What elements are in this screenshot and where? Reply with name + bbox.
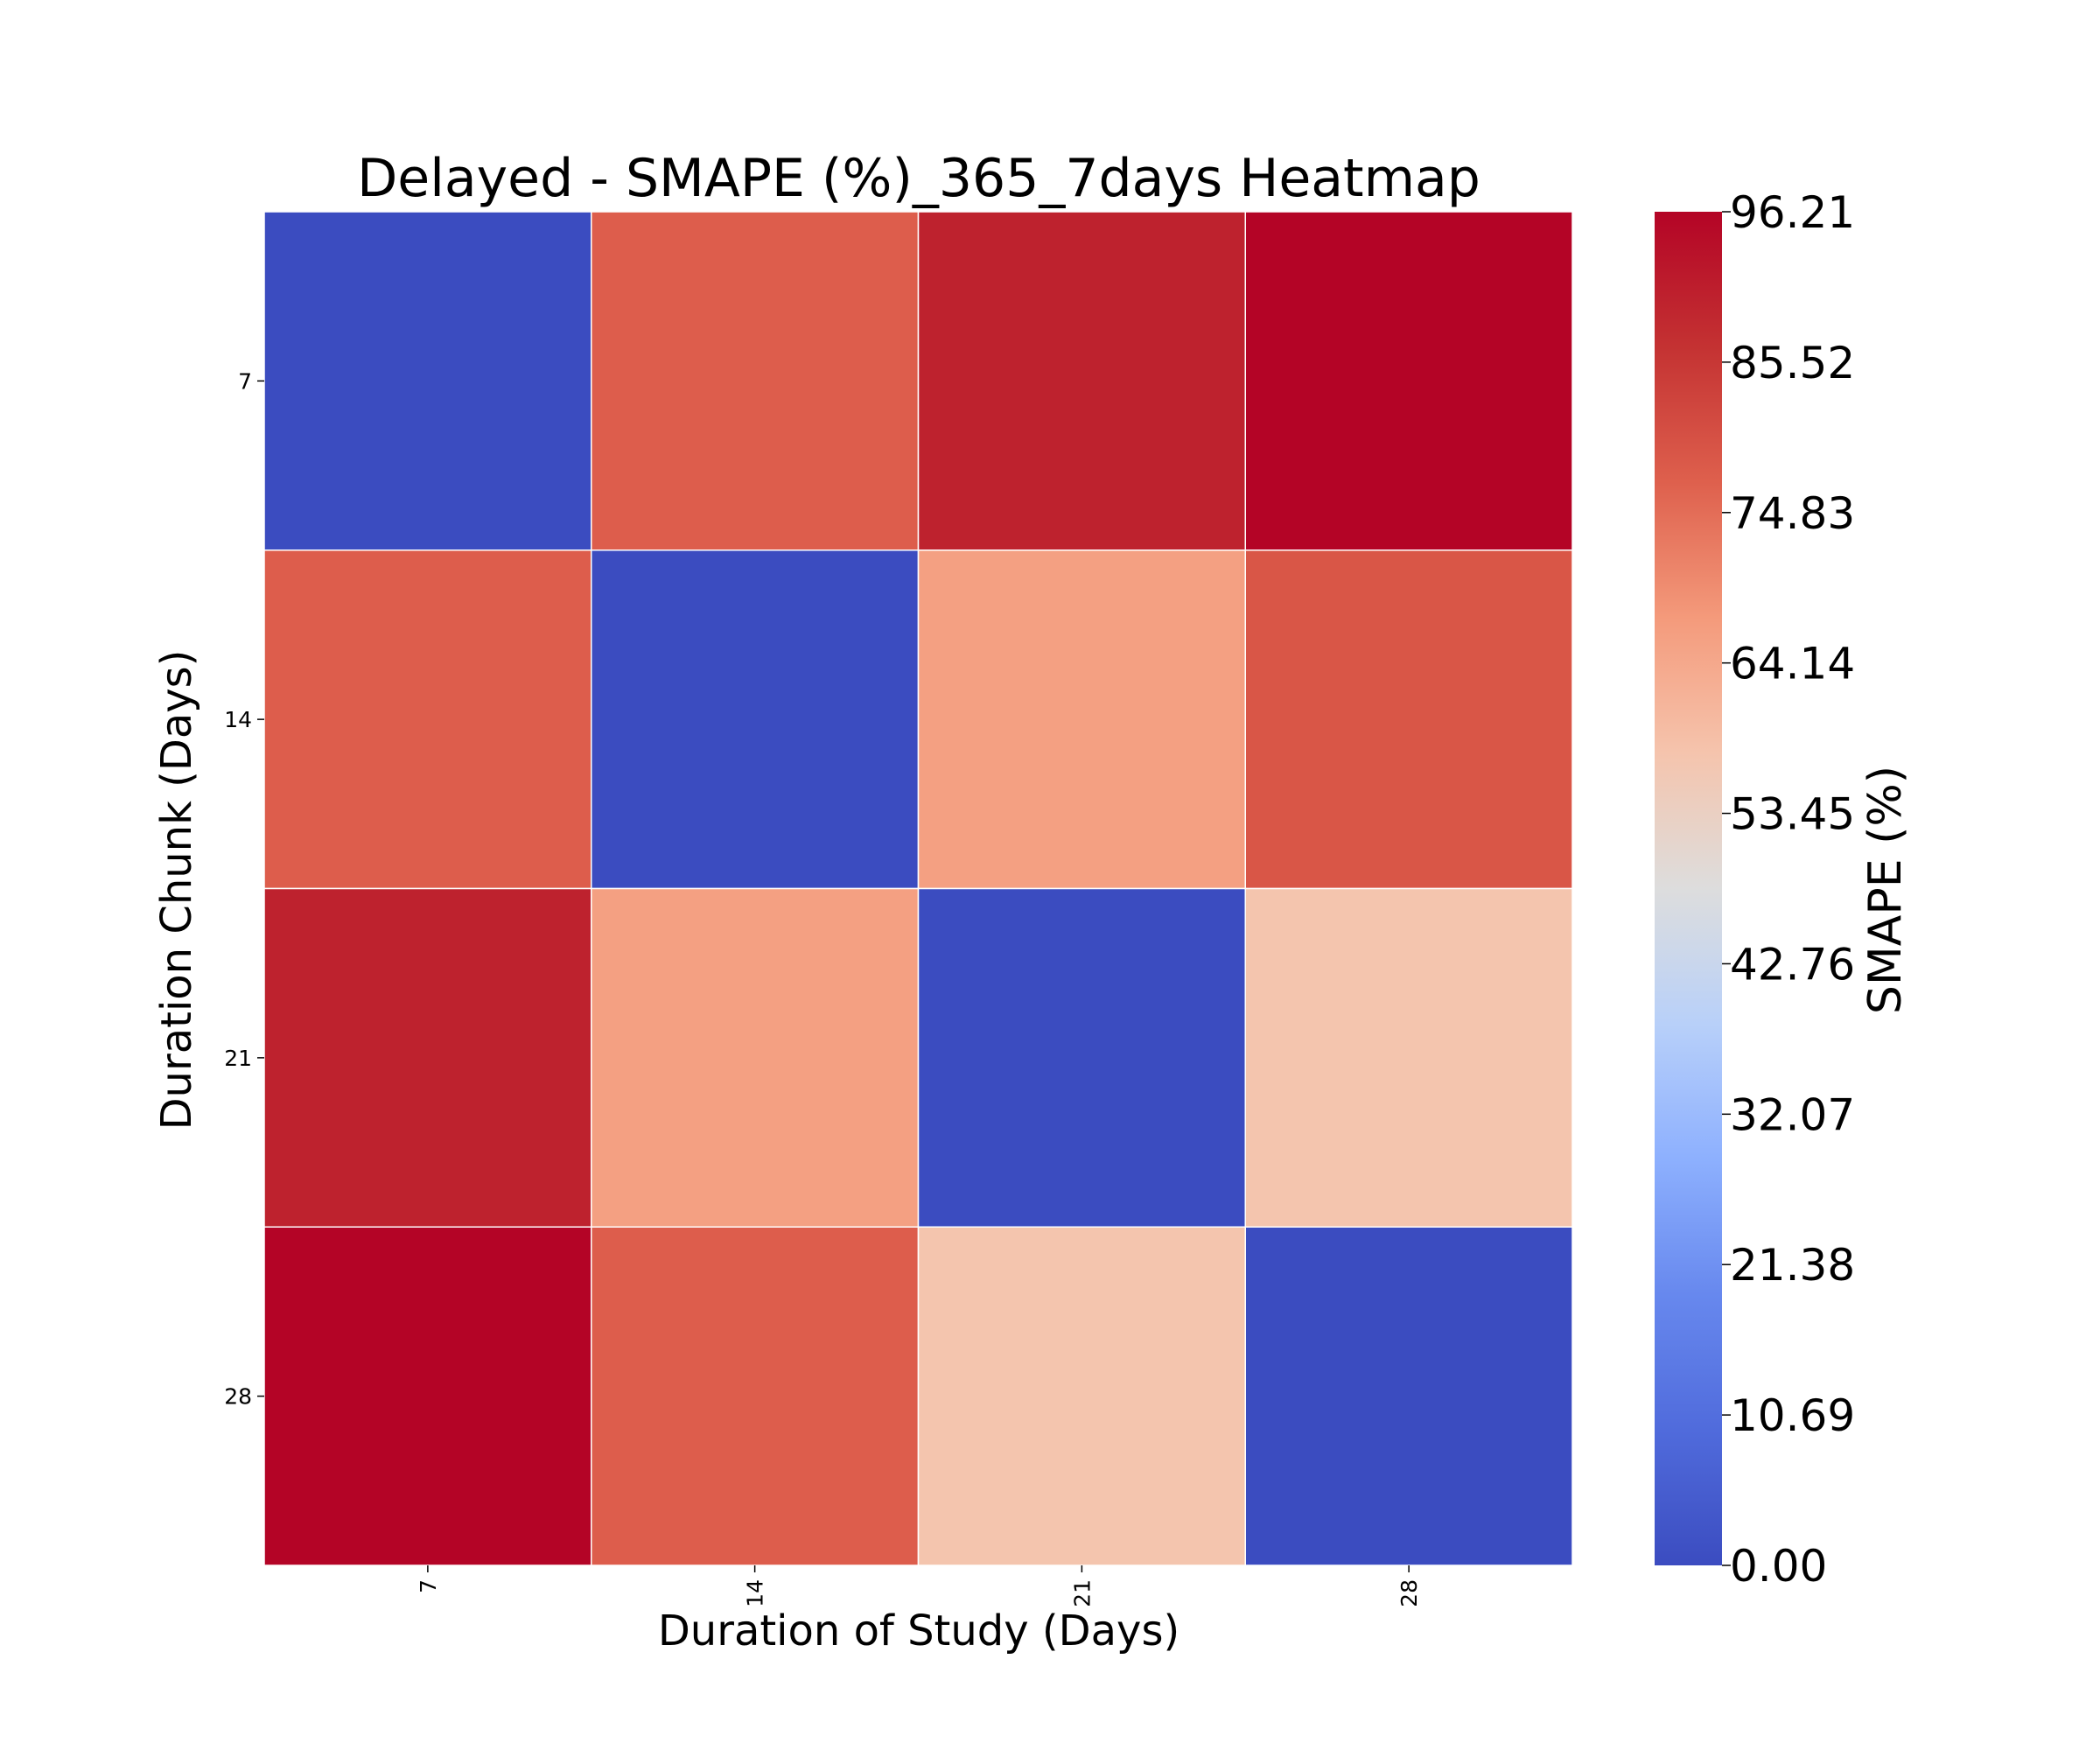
heatmap-cells <box>263 211 1573 1566</box>
heatmap-cell <box>1244 211 1573 551</box>
x-tick-label: 21 <box>1069 1579 1095 1607</box>
colorbar-tick-label: 64.14 <box>1730 639 1855 690</box>
x-tick-label: 7 <box>416 1579 441 1593</box>
colorbar-ticks: 0.00 10.69 21.38 32.07 42.76 53.45 64.14 74.83 8… <box>1722 187 1855 1592</box>
x-tick-label: 28 <box>1396 1579 1422 1607</box>
colorbar-tick-label: 0.00 <box>1730 1541 1827 1592</box>
y-tick-label: 28 <box>224 1384 252 1410</box>
colorbar-tick-label: 85.52 <box>1730 338 1855 388</box>
y-axis-ticks: 7 14 21 28 <box>224 368 264 1410</box>
colorbar-tick-label: 21.38 <box>1730 1240 1855 1291</box>
chart-title: Delayed - SMAPE (%)_365_7days Heatmap <box>357 148 1480 209</box>
y-tick-label: 7 <box>238 368 252 394</box>
x-tick-label: 14 <box>743 1579 768 1607</box>
heatmap-cell <box>591 211 920 551</box>
colorbar <box>1655 212 1722 1565</box>
heatmap-cell <box>917 1226 1246 1566</box>
y-tick-label: 21 <box>224 1046 252 1071</box>
colorbar-tick-label: 53.45 <box>1730 789 1855 840</box>
y-tick-label: 14 <box>224 707 252 732</box>
colorbar-tick-label: 74.83 <box>1730 488 1855 539</box>
heatmap-cell <box>263 211 592 551</box>
heatmap-cell <box>591 550 920 890</box>
heatmap-cell <box>591 1226 920 1566</box>
y-axis-label: Duration Chunk (Days) <box>152 650 201 1130</box>
colorbar-tick-label: 10.69 <box>1730 1390 1855 1441</box>
x-axis-label: Duration of Study (Days) <box>658 1606 1180 1656</box>
colorbar-tick-label: 32.07 <box>1730 1089 1855 1140</box>
colorbar-tick-label: 42.76 <box>1730 939 1855 990</box>
heatmap-cell <box>591 887 920 1228</box>
heatmap-cell <box>917 211 1246 551</box>
x-axis-ticks: 7 14 21 28 <box>416 1565 1422 1607</box>
colorbar-label: SMAPE (%) <box>1859 766 1912 1014</box>
colorbar-tick-label: 96.21 <box>1730 187 1855 238</box>
heatmap-cell <box>1244 1226 1573 1566</box>
heatmap-cell <box>263 550 592 890</box>
heatmap-cell <box>1244 887 1573 1228</box>
heatmap-cell <box>917 887 1246 1228</box>
heatmap-cell <box>263 887 592 1228</box>
heatmap-cell <box>263 1226 592 1566</box>
heatmap-cell <box>917 550 1246 890</box>
heatmap-cell <box>1244 550 1573 890</box>
